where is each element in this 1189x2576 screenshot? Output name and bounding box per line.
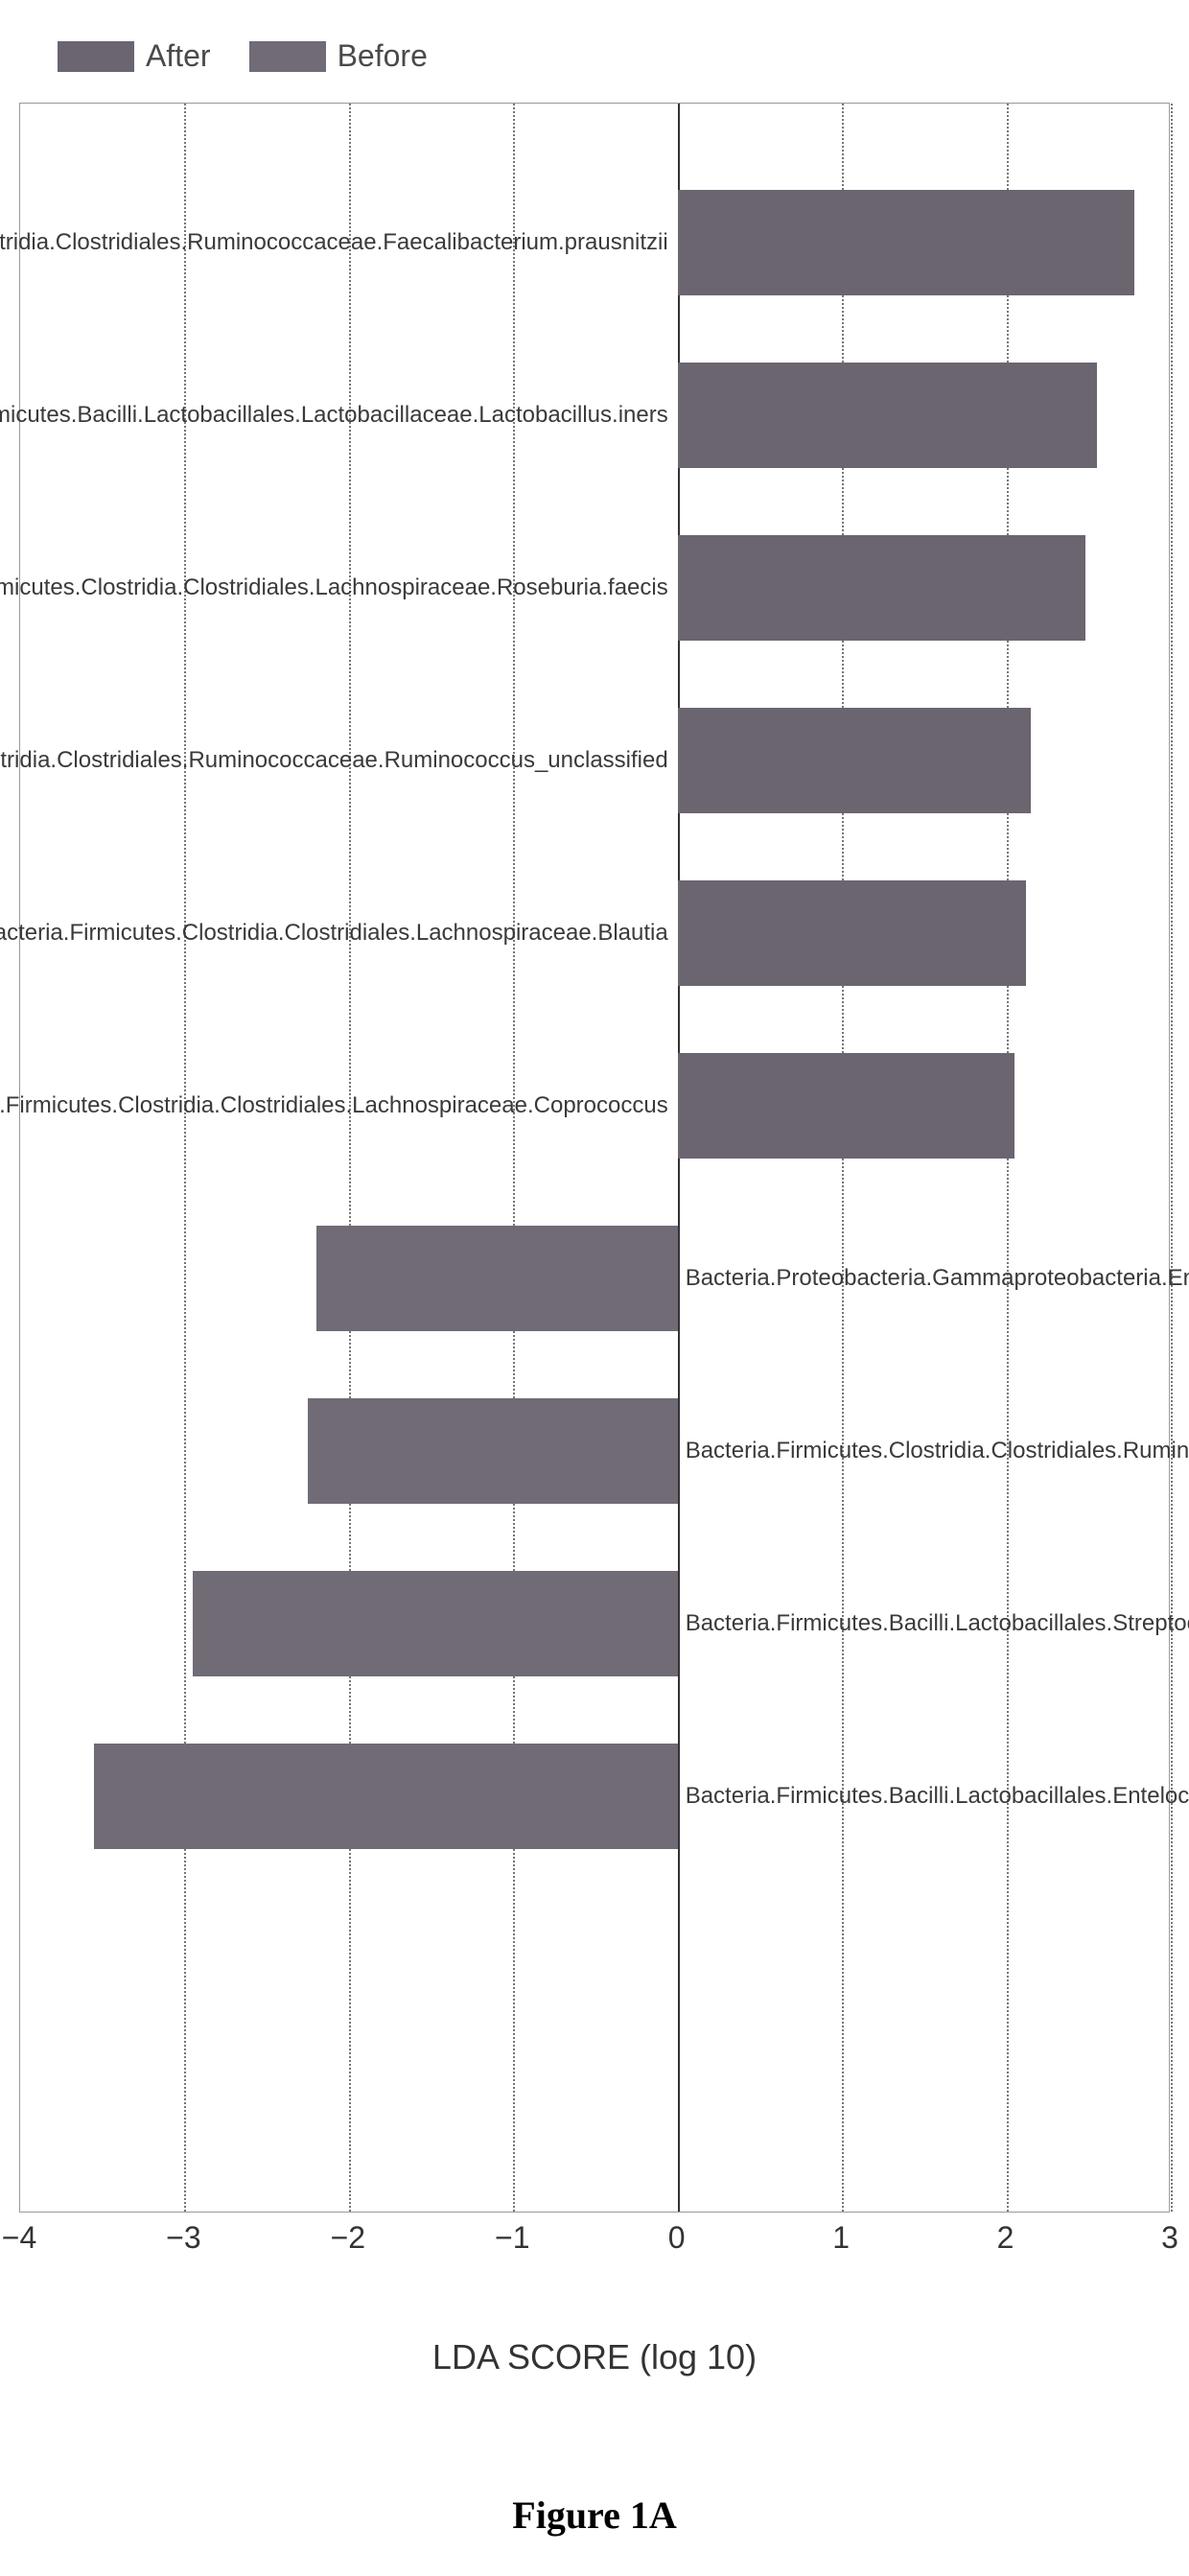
legend: After Before — [19, 38, 1170, 74]
x-tick-label: −1 — [495, 2220, 529, 2256]
bar-row: Bacteria.Firmicutes.Clostridia.Clostridi… — [20, 1398, 1169, 1504]
lda-chart: After Before Bacteria.Firmicutes.Clostrid… — [19, 38, 1170, 2377]
bar — [678, 880, 1026, 986]
x-tick-label: −3 — [166, 2220, 200, 2256]
bar-label: Bacteria.Firmicutes.Clostridia.Clostridi… — [0, 1093, 668, 1118]
legend-item: Before — [249, 38, 428, 74]
bar — [678, 535, 1085, 641]
bar-label: Bacteria.Firmicutes.Clostridia.Clostridi… — [0, 575, 668, 600]
x-tick-label: 3 — [1161, 2220, 1178, 2256]
bar-row: Bacteria.Firmicutes.Bacilli.Lactobacilla… — [20, 363, 1169, 468]
x-axis: −4−3−2−10123 — [19, 2213, 1170, 2270]
bar-label: Bacteria.Firmicutes.Clostridia.Clostridi… — [686, 1439, 1189, 1464]
x-tick-label: 2 — [997, 2220, 1014, 2256]
x-tick-label: 1 — [832, 2220, 850, 2256]
bar — [308, 1398, 678, 1504]
plot-area: Bacteria.Firmicutes.Clostridia.Clostridi… — [19, 103, 1170, 2213]
bar-label: Bacteria.Firmicutes.Bacilli.Lactobacilla… — [686, 1611, 1189, 1636]
bar-label: Bacteria.Firmicutes.Clostridia.Clostridi… — [0, 748, 668, 773]
x-tick-label: −2 — [331, 2220, 365, 2256]
legend-swatch — [249, 41, 326, 72]
gridline — [1171, 104, 1173, 2212]
bar — [678, 1053, 1014, 1159]
bar-label: Bacteria.Firmicutes.Bacilli.Lactobacilla… — [686, 1784, 1189, 1809]
x-axis-title: LDA SCORE (log 10) — [19, 2337, 1170, 2377]
bar — [678, 708, 1032, 813]
legend-label: After — [146, 38, 211, 74]
legend-swatch — [58, 41, 134, 72]
bar-label: Bacteria.Firmicutes.Bacilli.Lactobacilla… — [0, 403, 668, 428]
x-tick-label: 0 — [668, 2220, 686, 2256]
bar-row: Bacteria.Firmicutes.Clostridia.Clostridi… — [20, 708, 1169, 813]
bar-label: Bacteria.Firmicutes.Clostridia.Clostridi… — [0, 921, 668, 946]
bar-row: Bacteria.Firmicutes.Bacilli.Lactobacilla… — [20, 1744, 1169, 1849]
x-tick-label: −4 — [2, 2220, 36, 2256]
bar — [678, 363, 1097, 468]
bar-row: Bacteria.Firmicutes.Clostridia.Clostridi… — [20, 1053, 1169, 1159]
bar-label: Bacteria.Proteobacteria.Gammaproteobacte… — [686, 1266, 1189, 1291]
bar-row: Bacteria.Firmicutes.Bacilli.Lactobacilla… — [20, 1571, 1169, 1676]
bar-row: Bacteria.Firmicutes.Clostridia.Clostridi… — [20, 880, 1169, 986]
bar — [316, 1226, 678, 1331]
bar-label: Bacteria.Firmicutes.Clostridia.Clostridi… — [0, 230, 668, 255]
bar-row: Bacteria.Firmicutes.Clostridia.Clostridi… — [20, 190, 1169, 295]
bar — [678, 190, 1135, 295]
legend-label: Before — [338, 38, 428, 74]
bar-row: Bacteria.Firmicutes.Clostridia.Clostridi… — [20, 535, 1169, 641]
bar — [94, 1744, 678, 1849]
bar-row: Bacteria.Proteobacteria.Gammaproteobacte… — [20, 1226, 1169, 1331]
bar — [193, 1571, 678, 1676]
legend-item: After — [58, 38, 211, 74]
